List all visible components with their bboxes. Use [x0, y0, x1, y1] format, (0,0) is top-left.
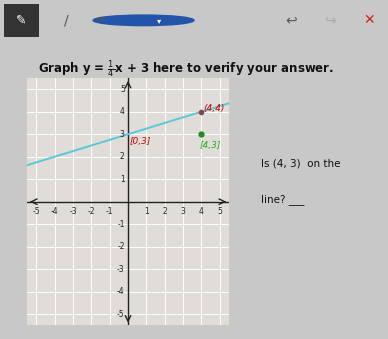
Text: ✎: ✎ [16, 14, 27, 27]
Text: ↪: ↪ [324, 13, 336, 27]
Text: 4: 4 [199, 207, 204, 216]
Text: [4,3]: [4,3] [199, 141, 221, 150]
Text: (4,4): (4,4) [203, 104, 224, 113]
Text: ✏: ✏ [96, 15, 106, 25]
Text: -5: -5 [117, 310, 125, 319]
Text: 5: 5 [217, 207, 222, 216]
Text: [0,3]: [0,3] [130, 137, 151, 146]
Circle shape [93, 15, 194, 26]
Text: -4: -4 [117, 287, 125, 296]
Text: 2: 2 [120, 152, 125, 161]
Text: 3: 3 [181, 207, 185, 216]
Text: -2: -2 [88, 207, 95, 216]
Text: -3: -3 [117, 265, 125, 274]
Text: Is (4, 3)  on the: Is (4, 3) on the [261, 159, 341, 168]
Text: Graph y = $\frac{1}{4}$x + 3 here to verify your answer.: Graph y = $\frac{1}{4}$x + 3 here to ver… [38, 58, 334, 80]
Text: ▾: ▾ [157, 16, 161, 25]
Text: -3: -3 [69, 207, 77, 216]
Text: -2: -2 [117, 242, 125, 251]
Text: /: / [64, 13, 68, 27]
Text: -4: -4 [51, 207, 59, 216]
Text: -1: -1 [106, 207, 113, 216]
Text: 1: 1 [120, 175, 125, 184]
Text: -5: -5 [33, 207, 40, 216]
Text: ↩: ↩ [285, 13, 297, 27]
Text: 4: 4 [120, 107, 125, 116]
Text: 2: 2 [162, 207, 167, 216]
Text: 3: 3 [120, 130, 125, 139]
FancyBboxPatch shape [4, 4, 39, 37]
Text: 5: 5 [120, 85, 125, 94]
Text: line? ___: line? ___ [261, 194, 305, 205]
Text: 1: 1 [144, 207, 149, 216]
Text: -1: -1 [117, 220, 125, 229]
Text: ✕: ✕ [363, 13, 374, 27]
